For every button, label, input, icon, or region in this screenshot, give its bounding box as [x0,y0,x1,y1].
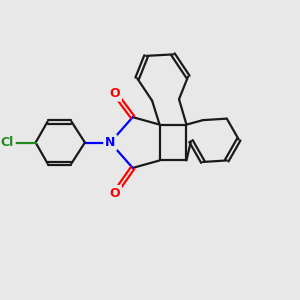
Text: O: O [110,187,120,200]
Text: Cl: Cl [1,136,14,149]
Text: N: N [105,136,116,149]
Text: O: O [110,87,120,100]
